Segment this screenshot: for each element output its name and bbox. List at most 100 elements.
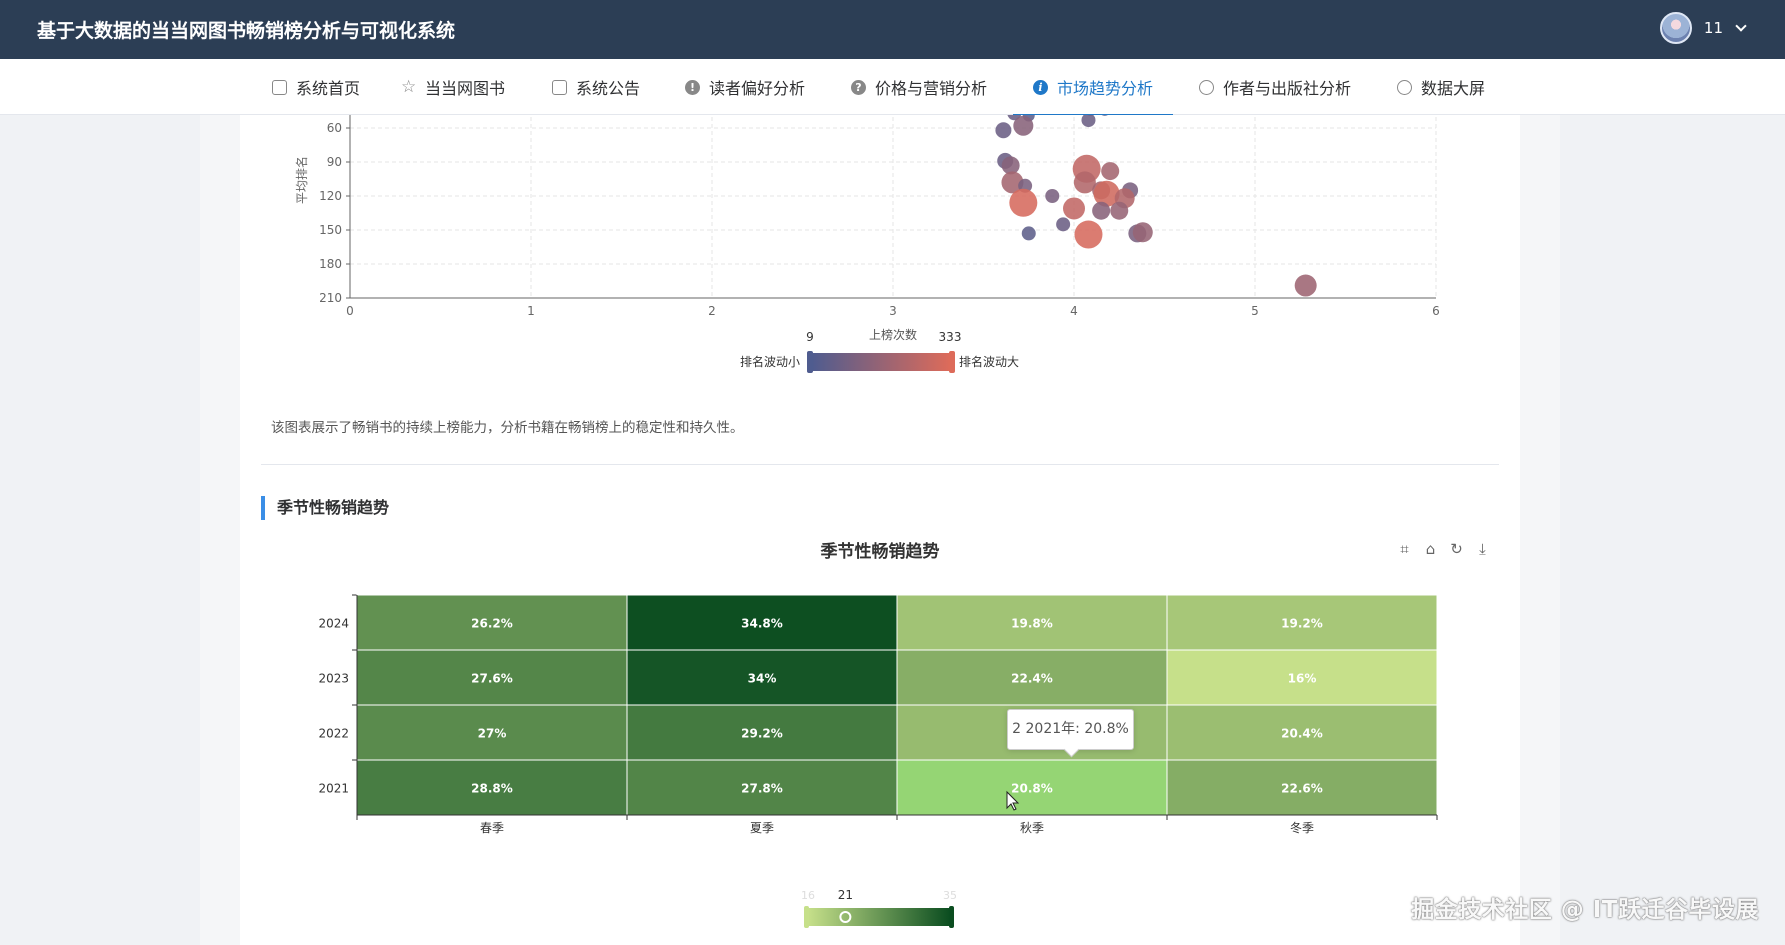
chart-description: 该图表展示了畅销书的持续上榜能力，分析书籍在畅销榜上的稳定性和持久性。 (271, 420, 744, 436)
heatmap-cell[interactable] (1166, 594, 1438, 651)
y-tick-label: 150 (319, 223, 342, 237)
scatter-point (1081, 115, 1096, 128)
heatmap-visualmap-handle-low[interactable] (804, 906, 809, 928)
visualmap-min-label: 9 (806, 330, 814, 344)
nav-item-label: 系统首页 (296, 79, 361, 98)
heatmap-visualmap-max-label: 35 (943, 889, 957, 902)
heatmap-cell-label: 34.8% (741, 617, 783, 631)
heatmap-cell-label: 27.8% (741, 782, 783, 796)
heatmap-visualmap-current-label: 21 (838, 888, 853, 902)
x-tick-label: 2 (708, 304, 716, 318)
target-icon (1199, 79, 1214, 95)
heatmap-cell-label: 20.8% (1011, 782, 1053, 796)
heatmap-cell[interactable] (1166, 704, 1438, 761)
heatmap-cell[interactable] (356, 649, 628, 706)
heatmap-title: 季节性畅销趋势 (820, 542, 940, 562)
watermark: 掘金技术社区 @ IT跃迁谷毕设展 (1411, 897, 1759, 923)
nav-item-label: 价格与营销分析 (875, 79, 988, 98)
scatter-point (1074, 220, 1103, 249)
heatmap-cell-label: 22.4% (1011, 672, 1053, 686)
heatmap-visualmap-bar (808, 908, 950, 926)
x-tick-label: 4 (1070, 304, 1078, 318)
scatter-point (1001, 156, 1020, 175)
visualmap-title: 上榜次数 (869, 327, 917, 342)
x-tick-label: 0 (346, 304, 354, 318)
heatmap-cell[interactable] (896, 649, 1168, 706)
scatter-point (1056, 217, 1071, 232)
visualmap-high-text: 排名波动大 (959, 354, 1019, 369)
nav-item-reader-pref[interactable]: ! 读者偏好分析 (685, 59, 805, 115)
heatmap-cell[interactable] (1166, 649, 1438, 706)
heatmap-cell-label: 27.6% (471, 672, 513, 686)
heatmap-category-label: 春季 (480, 821, 504, 835)
user-menu[interactable]: 11 (1659, 12, 1747, 44)
heatmap-visualmap-handle-high[interactable] (949, 906, 954, 928)
heatmap-cell-label: 22.6% (1281, 782, 1323, 796)
warning-icon: ! (685, 79, 700, 95)
scatter-point (1045, 189, 1060, 203)
avatar[interactable] (1659, 12, 1692, 44)
heatmap-cell[interactable] (626, 704, 898, 761)
nav-item-label: 数据大屏 (1421, 79, 1486, 98)
x-tick-label: 1 (527, 304, 535, 318)
heatmap-cell-label: 19.8% (1011, 617, 1053, 631)
section-divider (261, 464, 1499, 465)
content-gutter-right (1520, 115, 1560, 945)
heatmap-visualmap-min-label: 16 (801, 889, 815, 902)
zoom-icon[interactable]: ⌗ (1400, 540, 1409, 558)
visualmap-handle-high[interactable] (949, 351, 955, 373)
visualmap-handle-low[interactable] (807, 351, 813, 373)
chart-toolbox: ⌗ ⌂ ↻ ⤓ (1396, 541, 1491, 558)
username[interactable]: 11 (1703, 19, 1723, 37)
heatmap-cell[interactable] (356, 594, 628, 651)
scatter-point (1063, 197, 1085, 220)
heatmap-category-label: 夏季 (750, 821, 774, 835)
main-nav: 系统首页 ☆ 当当网图书 系统公告 ! 读者偏好分析 ? 价格与营销分析 i 市… (0, 59, 1785, 117)
y-axis-label: 平均排名 (294, 156, 309, 204)
star-icon: ☆ (401, 76, 417, 97)
nav-item-home[interactable]: 系统首页 (272, 59, 360, 115)
y-tick-label: 120 (319, 189, 342, 203)
heatmap-cell[interactable] (626, 649, 898, 706)
heatmap-cell-label: 16% (1288, 672, 1317, 686)
x-tick-label: 6 (1432, 304, 1440, 318)
y-tick-label: 60 (327, 121, 342, 135)
scatter-point (1101, 162, 1120, 181)
heatmap-year-label: 2022 (318, 727, 349, 741)
nav-item-dashboard[interactable]: 数据大屏 (1397, 59, 1485, 115)
nav-item-notice[interactable]: 系统公告 (552, 59, 640, 115)
scatter-point (1073, 171, 1096, 194)
heatmap-visualmap-indicator (839, 911, 852, 923)
nav-item-price-marketing[interactable]: ? 价格与营销分析 (851, 59, 987, 115)
scatter-point (1294, 274, 1317, 297)
nav-item-books[interactable]: ☆ 当当网图书 (401, 59, 505, 115)
zoom-reset-icon[interactable]: ⌂ (1425, 540, 1436, 558)
info-icon: i (1033, 79, 1048, 95)
scatter-point (995, 122, 1012, 139)
visualmap-low-text: 排名波动小 (740, 354, 800, 369)
nav-item-author-publisher[interactable]: 作者与出版社分析 (1199, 59, 1351, 115)
bag-icon (552, 79, 567, 95)
heatmap-category-label: 冬季 (1290, 820, 1314, 835)
nav-item-label: 作者与出版社分析 (1223, 79, 1352, 98)
scatter-point (1001, 171, 1024, 194)
heatmap-cell-label: 20.4% (1281, 727, 1323, 741)
scatter-point (1110, 201, 1129, 220)
content-gutter-left (200, 115, 240, 945)
nav-item-label: 读者偏好分析 (709, 79, 806, 98)
nav-item-label: 市场趋势分析 (1057, 79, 1154, 98)
help-icon: ? (851, 79, 866, 95)
heatmap-cell[interactable] (356, 759, 628, 816)
heatmap-cell-label: 34% (748, 672, 777, 686)
scatter-point (1009, 188, 1038, 217)
x-tick-label: 3 (889, 304, 897, 318)
home-icon (272, 79, 287, 95)
heatmap-year-label: 2023 (318, 672, 349, 686)
heatmap-cell[interactable] (896, 594, 1168, 651)
heatmap-cell[interactable] (1166, 759, 1438, 816)
refresh-icon[interactable]: ↻ (1450, 540, 1463, 558)
download-icon[interactable]: ⤓ (1479, 540, 1486, 558)
cursor-icon (1006, 790, 1020, 811)
